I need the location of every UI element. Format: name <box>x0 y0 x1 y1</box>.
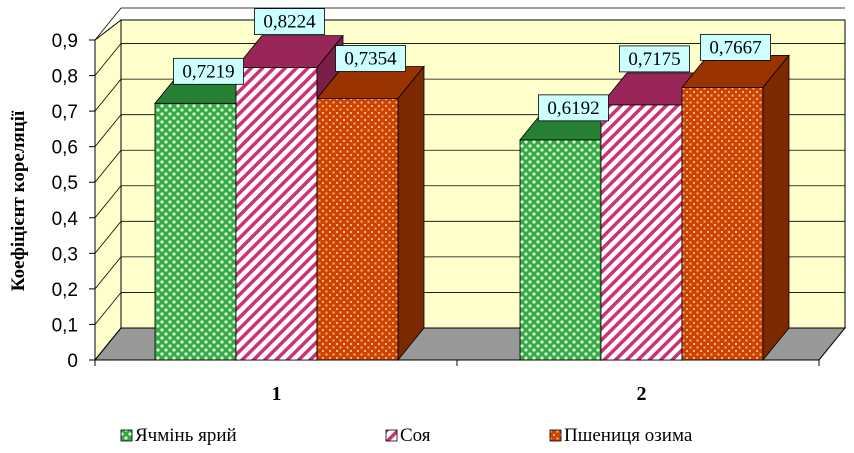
bar-front <box>681 86 764 361</box>
gridline <box>94 292 122 325</box>
legend-swatch-barley <box>120 429 133 442</box>
legend-swatch-soy <box>385 429 398 442</box>
y-tick-label: 0,4 <box>52 209 79 230</box>
gridline <box>94 221 122 254</box>
data-label-text: 0,8224 <box>263 12 316 33</box>
legend-label-soy: Соя <box>400 425 431 446</box>
data-label: 0,6192 <box>538 94 609 122</box>
legend: Ячмінь ярий Соя Пшениця озима <box>120 425 693 446</box>
data-label: 0,7175 <box>619 45 690 73</box>
data-label: 0,7667 <box>700 33 771 61</box>
y-tick-label: 0,3 <box>52 244 78 265</box>
gridline <box>94 149 122 183</box>
y-tick-label: 0,1 <box>52 315 78 336</box>
data-label-box <box>335 45 406 72</box>
legend-label-barley: Ячмінь ярий <box>135 425 237 446</box>
data-label-text: 0,6192 <box>547 98 599 119</box>
gridline <box>94 256 122 290</box>
y-tick-label: 0,6 <box>52 138 78 159</box>
y-axis: 0 0,1 0,2 0,3 0,4 0,5 0,6 0,7 0,8 0,9 <box>52 31 820 372</box>
gridline <box>94 78 122 112</box>
y-axis-title: Коефіцієнт кореляції <box>8 110 29 291</box>
data-label-text: 0,7354 <box>344 49 397 70</box>
y-tick-label: 0,8 <box>52 67 78 88</box>
gridline <box>94 185 122 219</box>
data-label-box <box>538 94 609 122</box>
bar-front <box>519 139 602 361</box>
bar-side <box>397 65 425 362</box>
bars <box>154 34 790 362</box>
bar-3-1 <box>316 65 425 362</box>
legend-item-soy: Соя <box>385 425 431 446</box>
bar-front <box>316 98 399 361</box>
data-label-box <box>173 57 244 85</box>
bar-3-2 <box>681 54 790 362</box>
y-tick-label: 0,7 <box>52 102 78 123</box>
gridline <box>94 114 122 147</box>
legend-label-wheat: Пшениця озима <box>564 425 693 446</box>
legend-item-wheat: Пшениця озима <box>549 425 693 446</box>
bar-front <box>154 102 237 361</box>
bar-front <box>235 67 318 361</box>
data-label-box <box>619 45 690 73</box>
data-label-text: 0,7219 <box>182 61 234 82</box>
bar-side <box>762 54 790 362</box>
legend-item-barley: Ячмінь ярий <box>120 425 237 446</box>
data-label: 0,7219 <box>173 57 244 85</box>
y-tick-label: 0,9 <box>52 31 78 52</box>
gridline <box>94 7 122 41</box>
bar-front <box>600 104 683 361</box>
data-label-box <box>254 8 325 35</box>
y-tick-label: 0,5 <box>52 173 78 194</box>
data-label-box <box>700 33 771 61</box>
gridline <box>94 43 122 76</box>
data-label-text: 0,7175 <box>628 49 680 70</box>
data-label: 0,8224 <box>254 8 325 35</box>
data-label: 0,7354 <box>335 45 406 72</box>
data-labels: 0,7219 0,8224 0,7354 0,6192 0,7175 0,7667 <box>173 8 771 122</box>
x-category-label: 1 <box>272 383 282 405</box>
y-tick-label: 0 <box>67 351 78 372</box>
y-tick-label: 0,2 <box>52 280 78 301</box>
x-category-label: 2 <box>637 383 647 405</box>
legend-swatch-wheat <box>549 429 562 442</box>
data-label-text: 0,7667 <box>709 37 761 58</box>
